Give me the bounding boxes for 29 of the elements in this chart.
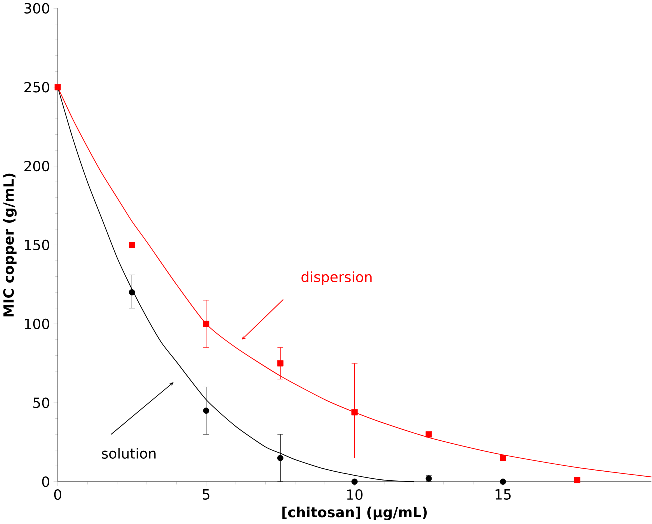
annotation: dispersion [302,272,372,286]
point [129,290,136,296]
point [352,410,358,416]
y-tick-label: 200 [24,161,50,172]
y-tick-label: 50 [34,398,50,408]
point [129,242,136,248]
x-tick-label: 10 [347,490,363,500]
point [54,84,62,91]
point [277,360,284,367]
y-tick-label: 100 [25,318,50,330]
y-axis-title: MIC copper (g/mL) [3,174,17,317]
point [277,455,284,462]
point [426,432,432,438]
y-tick-label: 250 [24,82,50,93]
point [426,476,432,482]
y-tick-label: 150 [25,240,50,251]
point [500,478,506,486]
y-tick-label: 0 [42,476,50,488]
x-tick-label: 5 [203,490,210,500]
x-tick-label: 0 [54,490,62,500]
x-axis-title: [chitosan] (µg/mL) [282,506,428,521]
point [352,478,358,486]
point [203,321,210,328]
point [500,455,506,462]
point [574,477,581,484]
x-tick-label: 15 [496,490,511,500]
annotation: solution [102,448,156,460]
y-tick-label: 300 [24,3,50,14]
point [203,408,210,414]
